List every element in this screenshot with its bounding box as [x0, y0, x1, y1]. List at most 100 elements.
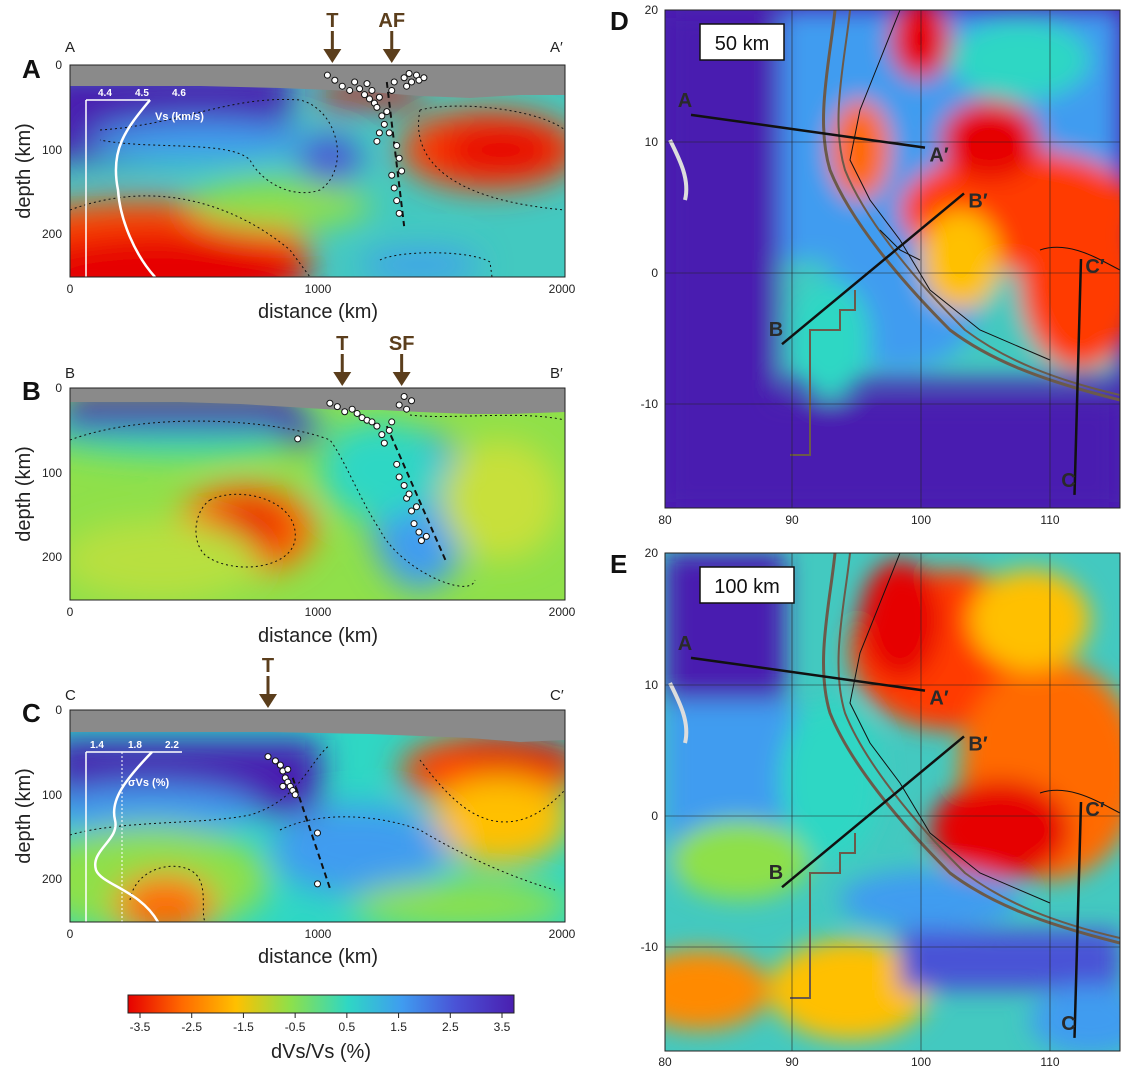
earthquake-event	[356, 85, 364, 93]
profile-start-label: B	[769, 862, 783, 884]
marker-arrow-head	[392, 372, 411, 386]
marker-arrow-head	[323, 49, 342, 63]
profile-end-label: A′	[929, 145, 948, 167]
colorbar-tick-label: 0.5	[339, 1020, 356, 1034]
panel-c-ytick: 200	[42, 872, 62, 886]
earthquake-event	[403, 82, 411, 90]
panel-a: 4.4 4.5 4.6 Vs (km/s) T AF A A A′ 0 100 2…	[13, 10, 576, 323]
panel-b-events	[294, 392, 430, 545]
earthquake-event	[388, 86, 396, 94]
panel-b-slab-line	[385, 425, 448, 563]
panel-e-ytick: 0	[651, 809, 658, 823]
profile-line	[690, 656, 926, 692]
panel-e-profiles: A A′ B B′ C C′	[678, 633, 1105, 1038]
earthquake-event	[279, 782, 287, 790]
colorbar-tick-label: -3.5	[130, 1020, 151, 1034]
profile-line	[1073, 258, 1083, 495]
earthquake-event	[395, 401, 403, 409]
marker-label: T	[326, 10, 338, 32]
panel-a-inset-tick: 4.5	[135, 88, 149, 99]
earthquake-event	[368, 418, 376, 426]
panel-e-ytick: 20	[645, 546, 659, 560]
panel-b: T SF B B B′ 0 100 200 0 1000 2000 distanc…	[13, 333, 576, 647]
panel-e-title-box: 100 km	[699, 566, 795, 604]
earthquake-event	[395, 154, 403, 162]
panel-c: 1.4 1.8 2.2 σVs (%) T C C C′ 0 100 200 0…	[13, 655, 576, 968]
panel-b-left-label: B	[65, 365, 75, 382]
panel-a-right-label: A′	[550, 39, 563, 56]
panel-c-xtick: 1000	[305, 927, 332, 941]
panel-a-letter: A	[22, 54, 41, 84]
panel-a-events	[323, 69, 428, 217]
panel-a-inset-label: Vs (km/s)	[155, 111, 204, 123]
panel-c-markers: T	[259, 655, 277, 708]
panel-b-ytick: 0	[55, 381, 62, 395]
marker-arrow-head	[259, 694, 277, 708]
slab-dashed-line	[385, 425, 448, 563]
panel-c-xtick: 2000	[549, 927, 576, 941]
panel-b-ytick: 200	[42, 550, 62, 564]
earthquake-event	[400, 482, 408, 490]
colorbar-tick-label: 2.5	[442, 1020, 459, 1034]
panel-d-profiles: A A′ B B′ C C′	[678, 90, 1105, 495]
earthquake-event	[390, 78, 398, 86]
panel-c-events	[264, 753, 321, 888]
earthquake-event	[271, 757, 279, 765]
earthquake-event	[338, 82, 346, 90]
earthquake-event	[380, 439, 388, 447]
panel-a-ytick: 200	[42, 227, 62, 241]
earthquake-event	[373, 422, 381, 430]
earthquake-event	[291, 791, 299, 799]
profile-start-label: C	[1061, 1013, 1075, 1035]
panel-d-title-box: 50 km	[699, 23, 785, 61]
panel-c-inset-tick: 2.2	[165, 740, 179, 751]
panel-b-markers: T SF	[333, 333, 414, 386]
panel-e-map	[665, 553, 1120, 1051]
profile-end-label: C′	[1085, 256, 1104, 278]
slab-dashed-line	[385, 81, 406, 227]
profile-start-label: C	[1061, 470, 1075, 492]
marker-label: T	[336, 333, 348, 355]
earthquake-event	[365, 95, 373, 103]
marker-label: AF	[378, 10, 405, 32]
panel-e-xtick: 100	[911, 1055, 931, 1069]
profile-line	[781, 735, 965, 889]
colorbar-tick-label: -1.5	[233, 1020, 254, 1034]
earthquake-event	[331, 76, 339, 84]
colorbar-ticks: -3.5 -2.5 -1.5 -0.5 0.5 1.5 2.5 3.5	[130, 1013, 511, 1034]
panel-e-title: 100 km	[714, 576, 780, 598]
panel-d-xtick: 110	[1040, 513, 1059, 527]
panel-c-left-label: C	[65, 687, 76, 704]
earthquake-event	[388, 418, 396, 426]
colorbar-gradient	[127, 994, 515, 1014]
earthquake-event	[378, 431, 386, 439]
profile-start-label: A	[678, 90, 692, 112]
panel-e: 100 km A A′ B B′ C C′ E 20 10 0 -10 80 90 100…	[610, 546, 1121, 1069]
earthquake-event	[417, 537, 425, 545]
earthquake-event	[420, 74, 428, 82]
panel-a-inset-tick: 4.6	[172, 88, 186, 99]
earthquake-event	[408, 397, 416, 405]
earthquake-event	[410, 520, 418, 528]
earthquake-event	[314, 829, 321, 837]
profile-start-label: A	[678, 633, 692, 655]
earthquake-event	[413, 503, 420, 511]
profile-line	[690, 113, 926, 149]
panel-a-heatmap	[70, 65, 565, 277]
panel-d-xtick: 90	[785, 513, 799, 527]
panel-b-ytick: 100	[42, 466, 62, 480]
earthquake-event	[400, 74, 408, 82]
panel-d-title: 50 km	[715, 33, 769, 55]
marker-arrow-head	[382, 49, 401, 63]
earthquake-event	[405, 69, 413, 77]
panel-d-map	[665, 10, 1120, 508]
earthquake-event	[351, 78, 359, 86]
panel-d-xtick: 100	[911, 513, 931, 527]
panel-e-grid	[665, 553, 1120, 1051]
profile-end-label: B′	[968, 733, 987, 755]
colorbar-tick-label: -2.5	[181, 1020, 202, 1034]
earthquake-event	[276, 761, 284, 769]
earthquake-event	[363, 80, 371, 88]
earthquake-event	[415, 528, 423, 536]
